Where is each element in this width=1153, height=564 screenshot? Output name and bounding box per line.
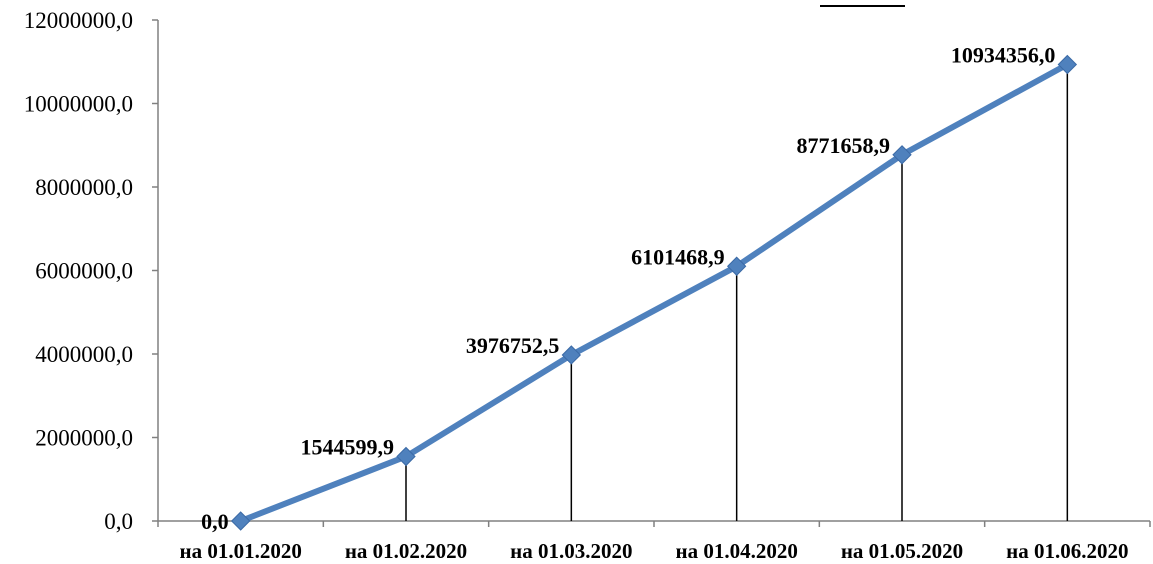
x-tick-label: на 01.03.2020 bbox=[510, 539, 632, 563]
data-point-marker bbox=[561, 345, 582, 365]
data-point-marker bbox=[396, 446, 416, 467]
x-tick-label: на 01.05.2020 bbox=[841, 539, 963, 563]
data-labels: 0,0 1544599,9 3976752,5 6101468,9 8771658,9 1… bbox=[201, 42, 1055, 534]
data-label: 10934356,0 bbox=[951, 42, 1056, 67]
data-label: 6101468,9 bbox=[631, 244, 725, 269]
x-tick-label: на 01.02.2020 bbox=[345, 539, 467, 563]
y-axis: 0,0 2000000,0 4000000,0 6000000,0 8000000,0 1… bbox=[24, 8, 159, 534]
y-tick-label: 0,0 bbox=[104, 509, 133, 534]
data-label: 0,0 bbox=[201, 509, 229, 534]
data-point-marker bbox=[230, 511, 251, 531]
data-point-marker bbox=[726, 256, 747, 276]
y-tick-label: 12000000,0 bbox=[24, 8, 133, 33]
y-tick-label: 6000000,0 bbox=[35, 259, 133, 284]
data-label: 8771658,9 bbox=[797, 133, 891, 158]
data-label: 3976752,5 bbox=[466, 333, 560, 358]
series-polyline bbox=[237, 61, 1071, 524]
data-label: 1544599,9 bbox=[301, 435, 395, 460]
series-markers bbox=[230, 54, 1078, 531]
x-tick-label: на 01.06.2020 bbox=[1006, 539, 1128, 563]
y-tick-label: 2000000,0 bbox=[35, 426, 133, 451]
x-tick-label: на 01.04.2020 bbox=[675, 539, 797, 563]
series-line bbox=[237, 61, 1071, 524]
data-point-marker bbox=[892, 145, 912, 165]
x-tick-label: на 01.01.2020 bbox=[179, 539, 301, 563]
drop-lines bbox=[405, 64, 1069, 521]
data-point-marker bbox=[1057, 54, 1078, 75]
cropped-title-fragment bbox=[820, 5, 905, 7]
y-tick-label: 8000000,0 bbox=[35, 175, 133, 200]
y-tick-label: 4000000,0 bbox=[35, 342, 133, 367]
y-tick-label: 10000000,0 bbox=[24, 92, 133, 117]
x-axis: на 01.01.2020 на 01.02.2020 на 01.03.2020 н… bbox=[157, 520, 1151, 563]
